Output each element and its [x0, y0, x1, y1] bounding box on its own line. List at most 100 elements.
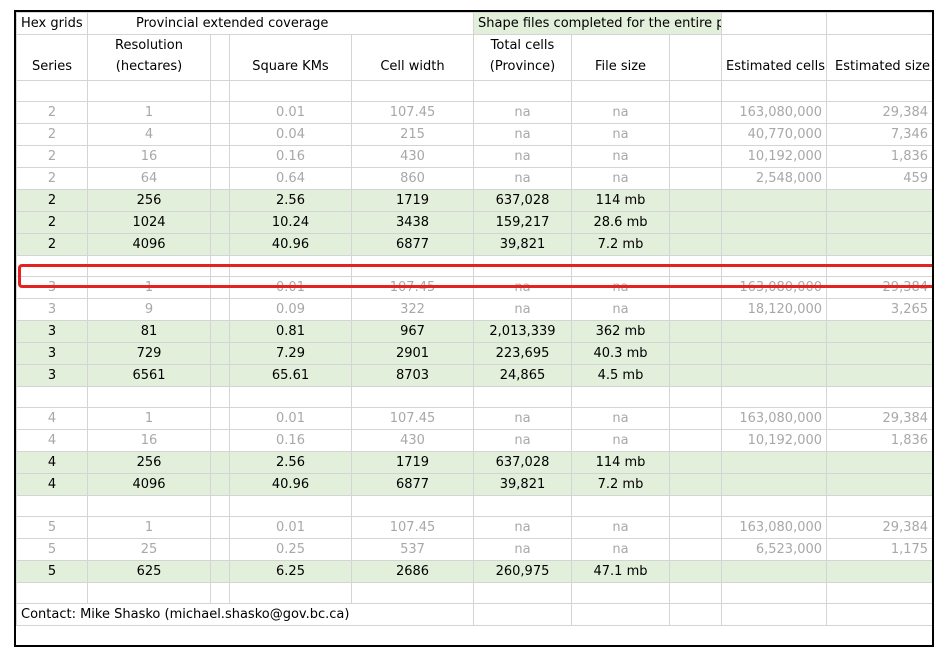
cell-estimated-size[interactable]: 459	[826, 167, 932, 190]
cell-series[interactable]: 2	[16, 211, 88, 234]
cell-estimated-size[interactable]: 7,346	[826, 123, 932, 146]
cell-square-kms[interactable]: 0.01	[229, 101, 352, 124]
cell-total-cells[interactable]: na	[473, 298, 572, 321]
empty-cell[interactable]	[87, 80, 211, 102]
empty-cell[interactable]	[210, 101, 230, 124]
cell-estimated-cells[interactable]: 6,523,000	[721, 538, 828, 561]
empty-cell[interactable]	[351, 80, 474, 102]
empty-cell[interactable]	[668, 233, 723, 256]
cell-total-cells[interactable]: na	[473, 429, 572, 452]
cell-total-cells[interactable]: 637,028	[473, 451, 572, 474]
empty-cell[interactable]	[210, 233, 230, 256]
cell-resolution[interactable]: 4096	[87, 233, 211, 256]
cell-total-cells[interactable]: 260,975	[473, 560, 572, 583]
cell-series[interactable]: 4	[16, 473, 88, 496]
cell-series[interactable]: 3	[16, 364, 88, 387]
cell-series[interactable]: 5	[16, 516, 88, 539]
cell-square-kms[interactable]: 0.25	[229, 538, 352, 561]
cell-cell-width[interactable]: 6877	[351, 473, 474, 496]
empty-cell[interactable]	[210, 34, 230, 81]
empty-cell[interactable]	[210, 451, 230, 474]
empty-cell[interactable]	[721, 386, 828, 408]
cell-file-size[interactable]: na	[571, 123, 670, 146]
empty-cell[interactable]	[668, 145, 723, 168]
cell-resolution[interactable]: 1024	[87, 211, 211, 234]
cell-total-cells[interactable]: na	[473, 145, 572, 168]
cell-estimated-cells[interactable]: 2,548,000	[721, 167, 828, 190]
cell-estimated-size[interactable]: 1,836	[826, 429, 932, 452]
cell-total-cells[interactable]: 2,013,339	[473, 320, 572, 343]
empty-cell[interactable]	[826, 582, 932, 604]
cell-file-size[interactable]: na	[571, 429, 670, 452]
cell-estimated-cells[interactable]: 163,080,000	[721, 101, 828, 124]
cell-cell-width[interactable]: 107.45	[351, 407, 474, 430]
cell-total-cells[interactable]: na	[473, 123, 572, 146]
cell-cell-width[interactable]: 215	[351, 123, 474, 146]
cell-file-size[interactable]: 40.3 mb	[571, 342, 670, 365]
empty-cell[interactable]	[668, 342, 723, 365]
empty-cell[interactable]	[229, 495, 352, 517]
empty-cell[interactable]	[16, 386, 88, 408]
empty-cell[interactable]	[210, 211, 230, 234]
cell-resolution[interactable]: 16	[87, 145, 211, 168]
cell-estimated-size[interactable]	[826, 364, 932, 387]
cell-estimated-cells[interactable]	[721, 451, 828, 474]
cell-cell-width[interactable]: 6877	[351, 233, 474, 256]
empty-cell[interactable]	[826, 12, 932, 35]
empty-cell[interactable]	[668, 582, 723, 604]
cell-series[interactable]: 5	[16, 538, 88, 561]
empty-cell[interactable]	[16, 582, 88, 604]
cell-resolution[interactable]: 4	[87, 123, 211, 146]
empty-cell[interactable]	[668, 407, 723, 430]
cell-resolution[interactable]: 81	[87, 320, 211, 343]
empty-cell[interactable]	[473, 386, 572, 408]
cell-series[interactable]: 4	[16, 407, 88, 430]
cell-estimated-cells[interactable]	[721, 233, 828, 256]
cell-square-kms[interactable]: 65.61	[229, 364, 352, 387]
cell-total-cells[interactable]: 223,695	[473, 342, 572, 365]
cell-estimated-cells[interactable]	[721, 189, 828, 212]
empty-cell[interactable]	[210, 298, 230, 321]
cell-resolution[interactable]: 25	[87, 538, 211, 561]
cell-estimated-size[interactable]	[826, 342, 932, 365]
empty-cell[interactable]	[668, 298, 723, 321]
cell-estimated-size[interactable]	[826, 473, 932, 496]
cell-resolution[interactable]: 625	[87, 560, 211, 583]
cell-file-size[interactable]: na	[571, 407, 670, 430]
cell-file-size[interactable]: na	[571, 298, 670, 321]
empty-cell[interactable]	[668, 429, 723, 452]
empty-cell[interactable]	[668, 603, 723, 626]
cell-cell-width[interactable]: 1719	[351, 451, 474, 474]
empty-cell[interactable]	[571, 386, 670, 408]
cell-cell-width[interactable]: 322	[351, 298, 474, 321]
empty-cell[interactable]	[210, 189, 230, 212]
cell-estimated-cells[interactable]: 18,120,000	[721, 298, 828, 321]
empty-cell[interactable]	[351, 386, 474, 408]
cell-square-kms[interactable]: 7.29	[229, 342, 352, 365]
cell-estimated-cells[interactable]	[721, 320, 828, 343]
cell-cell-width[interactable]: 2686	[351, 560, 474, 583]
cell-series[interactable]: 2	[16, 101, 88, 124]
empty-cell[interactable]	[668, 211, 723, 234]
empty-cell[interactable]	[210, 582, 230, 604]
cell-resolution[interactable]: 1	[87, 516, 211, 539]
cell-square-kms[interactable]: 0.16	[229, 145, 352, 168]
empty-cell[interactable]	[351, 495, 474, 517]
empty-cell[interactable]	[826, 495, 932, 517]
empty-cell[interactable]	[668, 560, 723, 583]
empty-cell[interactable]	[668, 451, 723, 474]
cell-square-kms[interactable]: 0.09	[229, 298, 352, 321]
cell-square-kms[interactable]: 0.04	[229, 123, 352, 146]
cell-series[interactable]: 2	[16, 189, 88, 212]
empty-cell[interactable]	[826, 603, 932, 626]
empty-cell[interactable]	[210, 516, 230, 539]
empty-cell[interactable]	[668, 320, 723, 343]
cell-resolution[interactable]: 6561	[87, 364, 211, 387]
cell-total-cells[interactable]: 39,821	[473, 473, 572, 496]
empty-cell[interactable]	[229, 80, 352, 102]
empty-cell[interactable]	[571, 495, 670, 517]
cell-estimated-size[interactable]	[826, 451, 932, 474]
cell-file-size[interactable]: na	[571, 516, 670, 539]
header-estimated-cells[interactable]: Estimated cells	[721, 34, 828, 81]
empty-cell[interactable]	[668, 80, 723, 102]
